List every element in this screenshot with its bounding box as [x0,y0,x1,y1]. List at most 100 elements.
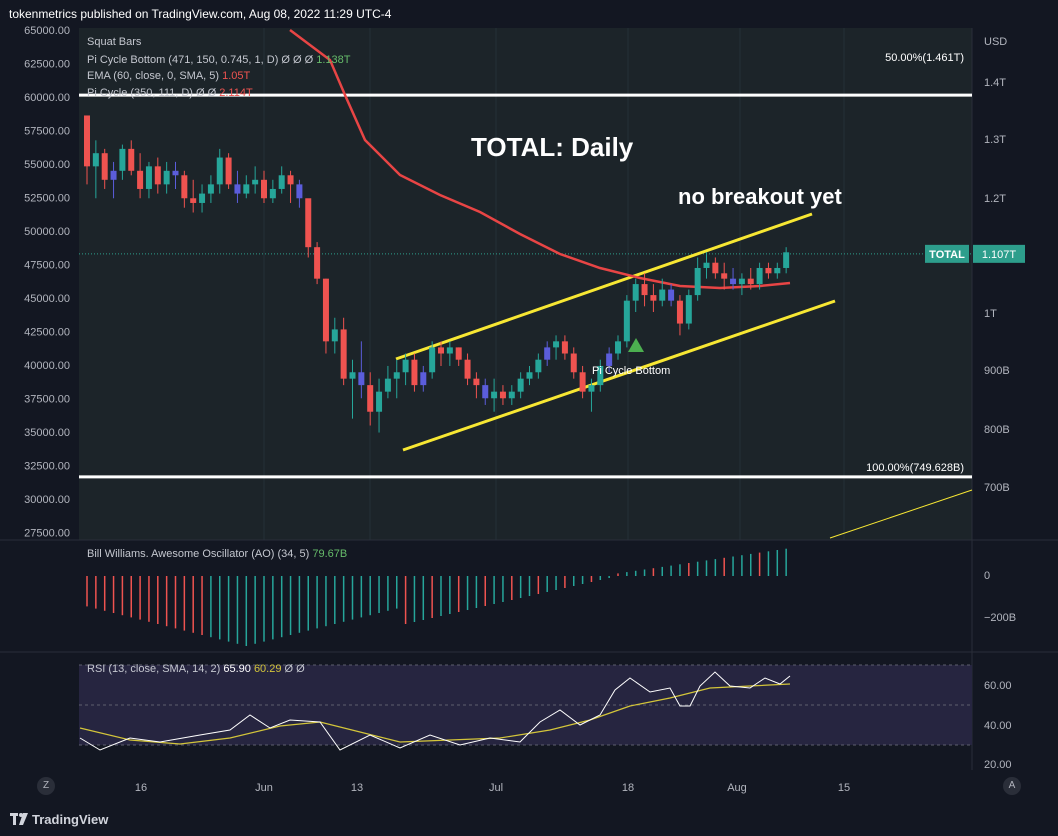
candle-body [438,347,444,354]
last-price-symbol: TOTAL [929,249,965,261]
candle-body [199,193,206,203]
ema-polyline [289,29,791,290]
rsi-axis-tick: 20.00 [984,759,1012,771]
candle-body [314,247,321,279]
zoom-button[interactable]: Z [37,777,55,795]
candle-body [393,372,400,379]
rsi-axis-tick: 40.00 [984,720,1012,732]
right-axis-tick: 1.2T [984,193,1006,205]
candle-body [420,372,427,386]
candle-body [632,284,639,301]
tradingview-logo-icon [10,813,28,826]
rsi-line [79,671,791,751]
x-axis-tick: Jun [255,782,273,794]
candle-body [756,267,763,285]
x-axis-tick: Aug [727,782,747,794]
grid [0,28,1058,770]
candle-body [358,372,365,386]
last-price-symbol-tag [925,244,969,263]
tradingview-logo[interactable]: TradingView [10,812,108,827]
candle-body [367,385,374,412]
price-pane [79,28,972,540]
candle-body [491,391,498,399]
x-axis-tick: 18 [622,782,634,794]
right-axis-tick: 1.3T [984,134,1006,146]
candle-body [721,273,728,279]
auto-scale-button[interactable]: A [1003,777,1021,795]
candle-body [455,347,462,360]
rsi-sma-line [79,683,791,745]
ao-legend: Bill Williams. Awesome Oscillator (AO) (… [87,548,347,560]
candle-body [446,347,453,354]
candle-body [207,184,214,194]
indicator-legend: EMA (60, close, 0, SMA, 5) 1.05T [87,70,251,82]
x-axis-tick: Jul [489,782,503,794]
candle-body [322,278,329,342]
left-axis-tick: 60000.00 [24,92,70,104]
pi-cycle-bottom-marker [628,338,644,352]
candle-body [783,252,790,268]
candle-body [402,359,409,373]
candle-body [570,353,577,373]
right-axis-tick: 800B [984,424,1010,436]
candle-body [331,329,338,342]
rsi-band [79,664,972,746]
candle-body [765,267,772,274]
candle-body [92,153,99,167]
candle-body [597,365,604,386]
candle-body [535,359,542,373]
candle-body [243,184,250,194]
candle-body [145,166,152,189]
chart-labels: TOTAL: Daily no breakout yet Pi Cycle Bott… [87,36,964,675]
rsi-legend: RSI (13, close, SMA, 14, 2) 65.90 60.29 … [87,663,305,675]
left-axis-tick: 35000.00 [24,427,70,439]
candle-body [712,262,719,274]
tradingview-brand: TradingView [32,812,109,827]
candle-body [349,372,356,379]
channel [395,212,836,452]
last-price-value-tag [973,244,1025,263]
candle-body [508,391,515,399]
chart-title: TOTAL: Daily [471,132,634,162]
pi-cycle-line [829,489,973,539]
candle-body [261,179,267,199]
fib-100-label: 100.00%(749.628B) [866,462,964,474]
left-axis-tick: 52500.00 [24,193,70,205]
candle-body [668,289,675,301]
candle-body [154,166,161,185]
candle-body [650,295,657,301]
candle-body [623,300,630,342]
chart-canvas[interactable]: TOTAL: Daily no breakout yet Pi Cycle Bott… [0,0,1058,808]
left-axis-tick: 30000.00 [24,494,70,506]
channel-lower [402,299,836,452]
candle-body [730,278,737,285]
footer: TradingView [0,808,1058,836]
left-axis-tick: 50000.00 [24,226,70,238]
channel-upper [395,212,813,361]
candle-body [464,359,471,379]
left-axis-tick: 57500.00 [24,126,70,138]
candle-body [110,170,117,180]
x-axis-tick: 16 [135,782,147,794]
candle-body [588,385,595,392]
candle-body [216,157,223,185]
candle-body [703,262,710,268]
candle-body [738,278,745,285]
x-axis-tick: 13 [351,782,363,794]
candle-body [163,170,170,185]
candles [84,115,790,433]
candle-body [172,170,179,176]
candle-body [694,267,701,296]
candle-body [278,175,285,189]
candle-body [252,179,259,185]
left-axis-tick: 65000.00 [24,25,70,37]
left-axis-tick: 42500.00 [24,327,70,339]
candle-body [579,372,586,392]
ema-line [289,29,791,290]
indicator-legend: Squat Bars [87,36,142,48]
candle-body [544,347,551,360]
candle-body [685,295,692,324]
right-axis-tick: 1.4T [984,77,1006,89]
rsi-axis-tick: 60.00 [984,680,1012,692]
candle-body [473,378,480,386]
